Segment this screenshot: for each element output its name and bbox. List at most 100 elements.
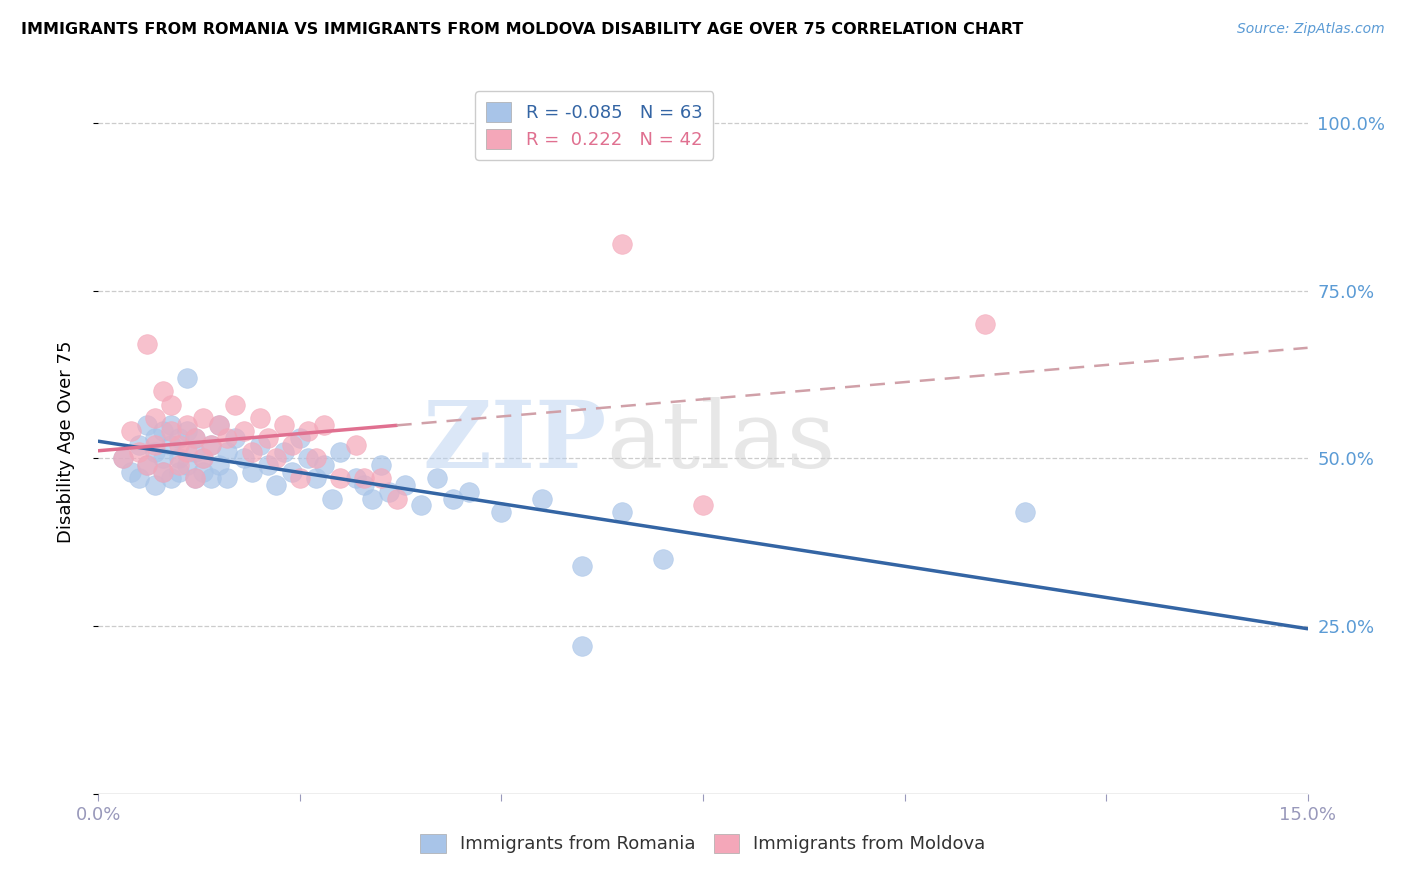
Point (288, 471, 311, 485)
Point (314, 417, 336, 432)
Point (200, 438, 222, 452)
Point (344, 438, 367, 452)
Point (571, 639, 593, 653)
Point (264, 451, 287, 466)
Legend: Immigrants from Romania, Immigrants from Moldova: Immigrants from Romania, Immigrants from… (413, 826, 993, 861)
Point (152, 384, 174, 399)
Point (128, 471, 150, 485)
Text: Source: ZipAtlas.com: Source: ZipAtlas.com (1237, 22, 1385, 37)
Point (370, 458, 392, 472)
Point (111, 451, 134, 466)
Point (193, 451, 215, 466)
Point (120, 465, 142, 479)
Point (305, 451, 328, 466)
Point (1014, 505, 1036, 519)
Point (692, 498, 714, 512)
Point (530, 491, 553, 506)
Point (160, 438, 183, 452)
Point (217, 431, 239, 445)
Point (200, 471, 222, 485)
Point (120, 425, 142, 439)
Point (240, 444, 263, 458)
Point (377, 484, 399, 499)
Point (305, 471, 328, 485)
Point (297, 451, 319, 466)
Point (111, 451, 134, 466)
Point (651, 552, 673, 566)
Point (176, 444, 198, 458)
Point (974, 317, 997, 331)
Point (184, 444, 207, 458)
Point (128, 438, 150, 452)
Legend: R = -0.085   N = 63, R =  0.222   N = 42: R = -0.085 N = 63, R = 0.222 N = 42 (475, 91, 713, 160)
Point (224, 398, 246, 412)
Point (143, 438, 166, 452)
Point (176, 458, 198, 472)
Point (264, 478, 287, 492)
Point (273, 444, 295, 458)
Point (135, 458, 157, 472)
Point (232, 425, 254, 439)
Point (152, 465, 174, 479)
Point (344, 471, 367, 485)
Point (281, 465, 304, 479)
Point (193, 465, 215, 479)
Point (152, 465, 174, 479)
Point (135, 458, 157, 472)
Point (232, 451, 254, 466)
Point (409, 498, 432, 512)
Point (167, 431, 190, 445)
Point (314, 458, 336, 472)
Point (143, 444, 166, 458)
Point (143, 411, 166, 425)
Point (160, 425, 183, 439)
Point (193, 411, 215, 425)
Point (249, 438, 271, 452)
Point (353, 471, 375, 485)
Point (135, 417, 157, 432)
Point (224, 431, 246, 445)
Point (200, 438, 222, 452)
Point (167, 438, 190, 452)
Point (288, 431, 311, 445)
Point (458, 484, 481, 499)
Y-axis label: Disability Age Over 75: Disability Age Over 75 (56, 340, 75, 543)
Point (571, 558, 593, 573)
Point (176, 417, 198, 432)
Point (273, 417, 295, 432)
Point (176, 371, 198, 385)
Point (394, 478, 416, 492)
Point (167, 458, 190, 472)
Point (184, 471, 207, 485)
Text: atlas: atlas (606, 397, 835, 486)
Point (176, 425, 198, 439)
Point (128, 444, 150, 458)
Point (160, 471, 183, 485)
Point (281, 438, 304, 452)
Point (256, 458, 278, 472)
Point (184, 471, 207, 485)
Point (426, 471, 449, 485)
Point (329, 444, 352, 458)
Point (612, 236, 634, 251)
Point (240, 465, 263, 479)
Point (160, 398, 183, 412)
Point (217, 444, 239, 458)
Point (353, 478, 375, 492)
Point (208, 417, 231, 432)
Point (143, 478, 166, 492)
Text: ZIP: ZIP (422, 397, 606, 486)
Point (152, 425, 174, 439)
Point (491, 505, 513, 519)
Point (441, 491, 464, 506)
Point (249, 411, 271, 425)
Point (135, 337, 157, 351)
Point (297, 425, 319, 439)
Point (370, 471, 392, 485)
Point (256, 431, 278, 445)
Point (152, 451, 174, 466)
Point (167, 465, 190, 479)
Point (184, 431, 207, 445)
Point (193, 451, 215, 466)
Text: IMMIGRANTS FROM ROMANIA VS IMMIGRANTS FROM MOLDOVA DISABILITY AGE OVER 75 CORREL: IMMIGRANTS FROM ROMANIA VS IMMIGRANTS FR… (21, 22, 1024, 37)
